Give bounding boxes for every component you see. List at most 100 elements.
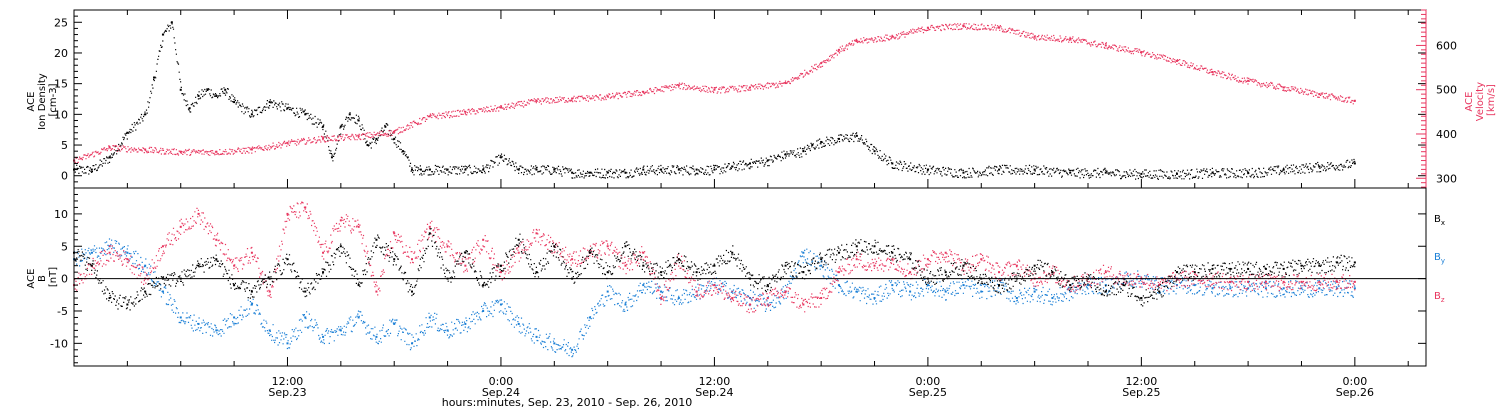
data-point: [482, 309, 485, 312]
data-point: [1264, 280, 1267, 283]
data-point: [1069, 171, 1072, 174]
data-point: [197, 264, 200, 267]
x-tick-label-date: Sep.23: [268, 386, 306, 399]
data-point: [428, 168, 431, 171]
data-point: [606, 290, 609, 293]
data-point: [304, 290, 307, 293]
data-point: [499, 106, 502, 109]
data-point: [660, 297, 663, 300]
data-point: [1211, 171, 1214, 174]
data-point: [1104, 284, 1107, 287]
x-tick-label-time: 12:00: [1126, 375, 1158, 388]
data-point: [891, 284, 894, 287]
data-point: [1300, 264, 1303, 267]
data-point: [802, 150, 805, 153]
y-tick-label: 10: [54, 108, 68, 121]
data-point: [286, 212, 289, 215]
y-tick-label: 0: [61, 273, 68, 286]
data-point: [802, 303, 805, 306]
data-point: [446, 245, 449, 248]
data-point: [962, 264, 965, 267]
y-tick-label: 15: [54, 78, 68, 91]
series-ace-ion-density: [73, 21, 1356, 180]
data-point: [1336, 261, 1339, 264]
data-point: [1282, 287, 1285, 290]
data-point: [1211, 70, 1214, 73]
y-tick-label: -5: [57, 305, 68, 318]
data-point: [642, 168, 645, 171]
data-point: [517, 168, 520, 171]
y-tick-label: 20: [54, 47, 68, 60]
data-point: [250, 290, 253, 293]
x-tick-label-time: 12:00: [272, 375, 304, 388]
data-point: [820, 258, 823, 261]
data-point: [784, 290, 787, 293]
bottom-x-ticks: [73, 357, 1409, 366]
data-point: [873, 297, 876, 300]
data-point: [215, 238, 218, 241]
data-point: [998, 271, 1001, 274]
y-tick-label: -10: [50, 337, 68, 350]
scatter-dots: [74, 228, 1356, 311]
data-point: [855, 39, 858, 42]
data-point: [517, 322, 520, 325]
data-point: [179, 316, 182, 319]
data-point: [233, 101, 236, 104]
data-point: [1069, 284, 1072, 287]
data-point: [820, 140, 823, 143]
data-point: [206, 88, 209, 91]
data-point: [1033, 35, 1036, 38]
data-point: [304, 206, 307, 209]
data-point: [909, 290, 912, 293]
data-point: [286, 258, 289, 261]
data-point: [713, 264, 716, 267]
data-point: [179, 225, 182, 228]
data-point: [517, 238, 520, 241]
data-point: [1264, 267, 1267, 270]
data-point: [411, 168, 413, 171]
legend-by: By: [1434, 252, 1445, 265]
data-point: [909, 258, 912, 261]
x-tick-label-date: Sep.25: [909, 386, 947, 399]
data-point: [695, 290, 698, 293]
data-point: [873, 150, 876, 153]
data-point: [571, 348, 574, 351]
legend-bz: Bz: [1434, 291, 1445, 304]
data-point: [322, 137, 325, 140]
data-point: [428, 225, 431, 228]
data-point: [1247, 267, 1250, 270]
y2-tick-label: 400: [1436, 128, 1457, 141]
data-point: [891, 258, 894, 261]
data-point: [268, 290, 271, 293]
data-point: [108, 297, 111, 300]
b-field-axis-title: ACE B [nT]: [26, 265, 59, 288]
y-tick-label: 5: [61, 139, 68, 152]
data-point: [855, 245, 858, 248]
data-point: [677, 258, 680, 261]
data-point: [330, 156, 333, 159]
data-point: [1104, 171, 1107, 174]
data-point: [891, 251, 894, 254]
data-point: [411, 258, 413, 261]
x-tick-label-time: 0:00: [916, 375, 941, 388]
data-point: [695, 168, 698, 171]
data-point: [108, 156, 111, 159]
data-point: [250, 251, 253, 254]
data-point: [197, 322, 200, 325]
data-point: [126, 131, 129, 134]
data-point: [224, 88, 227, 91]
data-point: [660, 168, 663, 171]
data-point: [713, 284, 716, 287]
data-point: [1104, 290, 1107, 293]
x-tick-label-time: 12:00: [699, 375, 731, 388]
data-point: [624, 264, 627, 267]
data-point: [233, 264, 236, 267]
data-point: [944, 290, 947, 293]
series-bx: [73, 228, 1356, 311]
data-point: [419, 168, 422, 171]
x-tick-label-time: 0:00: [489, 375, 514, 388]
data-point: [1158, 290, 1161, 293]
data-point: [393, 130, 396, 133]
data-point: [144, 290, 147, 293]
data-point: [339, 219, 342, 222]
